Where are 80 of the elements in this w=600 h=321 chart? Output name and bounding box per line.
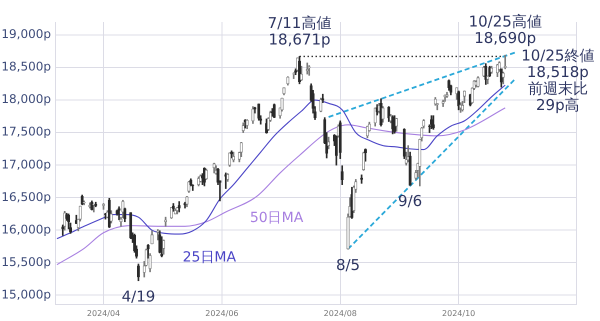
y-tick-label: 19,000p (1, 27, 51, 42)
candlestick (172, 203, 175, 212)
candlestick (395, 118, 398, 132)
annotation: 8/5 (336, 256, 360, 274)
y-tick-label: 17,500p (1, 124, 51, 139)
candlestick (294, 68, 298, 76)
candlestick (204, 168, 208, 180)
candlestick (321, 94, 324, 103)
candlestick (484, 63, 488, 85)
candlestick (340, 165, 344, 185)
candlestick (246, 119, 249, 130)
candlestick (490, 66, 494, 74)
candlestick (402, 128, 406, 159)
candlestick (116, 210, 119, 216)
candlestick (476, 76, 480, 88)
candlestick (362, 152, 366, 171)
annotation: 10/25高値 18,690p (468, 12, 542, 48)
candlestick (108, 198, 111, 228)
y-tick-label: 18,000p (1, 92, 51, 106)
annotation: 10/25終値 18,518p 前週末比 29p高 (521, 46, 594, 114)
y-tick-label: 17,000p (1, 157, 51, 172)
candlestick (286, 76, 290, 86)
candlestick (150, 230, 154, 244)
annotation: 4/19 (122, 288, 156, 306)
y-tick-label: 15,500p (1, 254, 51, 269)
candlestick (502, 72, 505, 84)
candlestick (432, 115, 435, 130)
candlestick (447, 80, 450, 91)
candlestick (500, 68, 503, 88)
candlestick (251, 106, 254, 124)
y-tick-label: 16,000p (1, 222, 51, 236)
x-tick-label: 2024/04 (86, 308, 120, 318)
candlestick (366, 126, 369, 138)
annotation: 7/11高値 18,671p (268, 14, 332, 48)
y-tick-label: 16,500p (1, 190, 51, 204)
candlestick (327, 136, 330, 150)
candlestick (80, 194, 84, 206)
candlestick (110, 210, 113, 224)
candlestick (88, 202, 92, 208)
candlestick (174, 208, 177, 214)
candlestick (226, 173, 230, 182)
candlestick (381, 106, 384, 123)
candlestick (164, 216, 168, 227)
x-tick-label: 2024/08 (324, 308, 357, 318)
series-label: 25日MA (182, 249, 236, 266)
candlestick (102, 203, 105, 210)
candlestick (338, 120, 342, 159)
x-tick-label: 2024/06 (205, 308, 238, 318)
candlestick (446, 92, 448, 98)
candlestick (187, 181, 190, 193)
series-label: 50日MA (250, 210, 304, 226)
candlestick (82, 200, 86, 206)
candlestick (242, 122, 245, 133)
candlestick (504, 54, 507, 70)
candlestick (319, 98, 322, 112)
candlestick (232, 152, 236, 162)
candlestick (146, 244, 150, 258)
candlestick (228, 152, 232, 167)
candlestick (434, 97, 437, 106)
candlestick (170, 207, 173, 219)
candlestick (486, 76, 490, 84)
y-tick-label: 18,500p (1, 60, 51, 74)
candlestick (148, 253, 152, 272)
line-series (56, 84, 506, 240)
y-tick-label: 15,000p (1, 287, 51, 302)
candlestick (136, 264, 140, 282)
candlestick (92, 204, 96, 212)
annotation: 9/6 (398, 192, 422, 210)
candlestick (118, 206, 121, 220)
candlestick (162, 240, 166, 255)
candlestick (364, 148, 367, 162)
candlestick (408, 152, 412, 186)
candlestick (282, 87, 286, 96)
candlestick (123, 208, 126, 222)
candlestick (176, 207, 179, 214)
candlestick (300, 66, 303, 81)
candlestick (368, 122, 371, 132)
candlestick (230, 150, 234, 158)
x-tick-label: 2024/10 (442, 308, 476, 318)
candlestick (90, 200, 94, 210)
